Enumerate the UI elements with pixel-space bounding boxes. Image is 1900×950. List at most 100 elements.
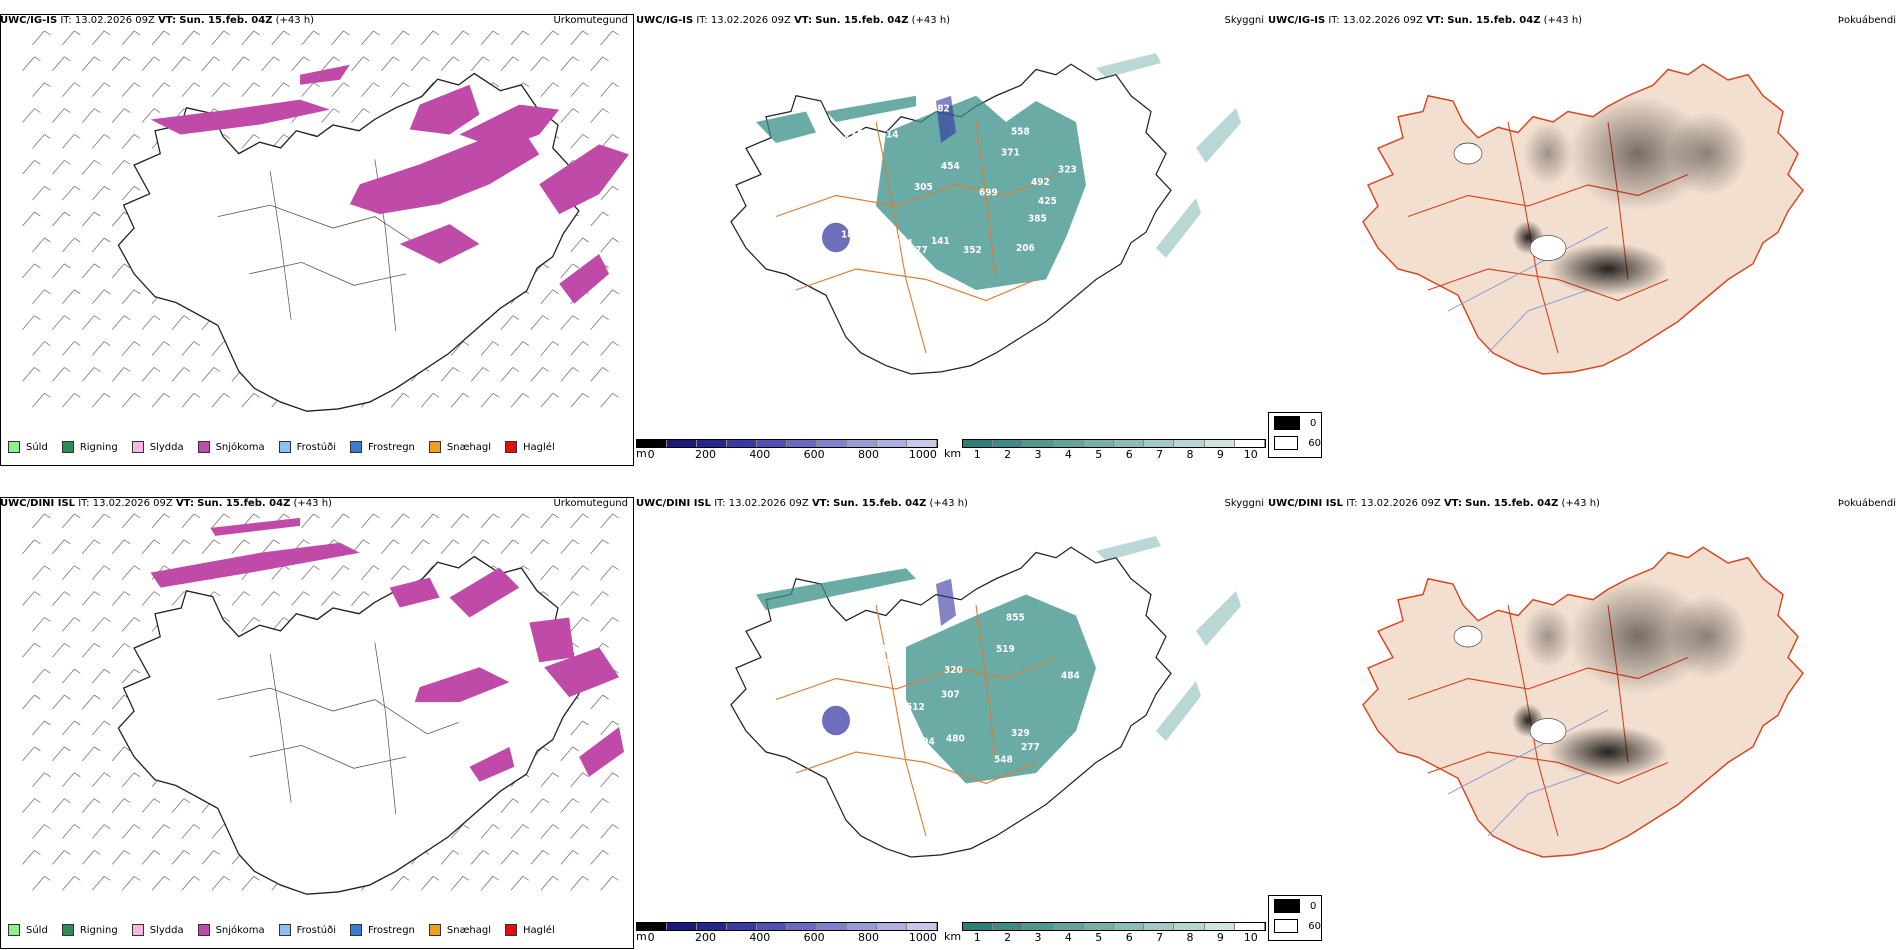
visibility-colorbar: 1 2 3 4 5 6 7 8 9 10 [962, 922, 1266, 945]
fog-legend-row: 0 [1269, 896, 1321, 916]
init-time: 13.02.2026 09Z [710, 15, 791, 26]
visibility-streaks [1096, 536, 1241, 741]
valid-time: Sun. 15.feb. 04Z [1447, 15, 1541, 26]
model-name: UWC/IG-IS [636, 15, 694, 26]
visibility-unit: km [944, 930, 962, 943]
legend-label: Haglél [523, 924, 555, 936]
colorbar-cell [847, 440, 877, 447]
legend-item: Frostregn [350, 441, 415, 453]
fog-legend-label: 0 [1310, 417, 1317, 429]
colorbar-cell [637, 923, 667, 930]
cloud-base-label: 484 [894, 238, 913, 249]
init-time: 13.02.2026 09Z [92, 498, 173, 509]
fog-index-panel: UWC/IG-IS IT: 13.02.2026 09Z VT: Sun. 15… [1268, 14, 1900, 466]
colorbar-cell [1083, 923, 1115, 930]
colorbar-cell [1144, 440, 1175, 447]
colorbar-cell [1053, 440, 1084, 447]
visibility-map-svg: 855 519 484 488 253 320 307 512 21 329 294 480 277 54… [730, 536, 1241, 858]
panel-title: Skyggni [1224, 15, 1264, 26]
colorbar-cell [1174, 440, 1205, 447]
visibility-map[interactable]: 855 519 484 488 253 320 307 512 21 329 294 480 277 54… [636, 511, 1268, 911]
colorbar-cell [727, 440, 757, 447]
cloud-base-label: 480 [946, 733, 965, 744]
precip-map-svg [22, 513, 625, 895]
lead-time: (+43 h) [293, 498, 332, 509]
colorbar-tick: 600 [803, 931, 825, 944]
colorbar-tick: 9 [1216, 931, 1224, 944]
colorbar-tick: 200 [694, 448, 716, 461]
legend-label: Súld [26, 924, 48, 936]
cloud-base-label: 454 [941, 161, 960, 172]
legend-swatch [428, 924, 441, 936]
legend-item: Haglél [505, 441, 555, 453]
panel-header: UWC/DINI ISL IT: 13.02.2026 09Z VT: Sun.… [1268, 497, 1600, 511]
valid-time: Sun. 15.feb. 04Z [197, 498, 291, 509]
legend-label: Súld [26, 441, 48, 453]
precip-map-svg [22, 30, 630, 412]
model-name: UWC/IG-IS [1268, 15, 1326, 26]
colorbar-cell [1083, 440, 1115, 447]
colorbar-cell [847, 923, 877, 930]
colorbar-tick: 800 [858, 448, 880, 461]
precip-type-map[interactable] [0, 497, 634, 949]
colorbar-cell [907, 440, 937, 447]
init-time: 13.02.2026 09Z [74, 15, 155, 26]
colorbar-cell [1204, 440, 1235, 447]
fog-swatch [1274, 436, 1299, 450]
cloud-base-label: 352 [963, 245, 982, 256]
low-visibility-areas [756, 568, 1096, 784]
panel-title: Úrkomutegund [553, 15, 628, 26]
it-label: IT: [1328, 15, 1340, 26]
colorbar-tick: 4 [1064, 931, 1072, 944]
colorbar-tick: 6 [1125, 931, 1133, 944]
precip-type-map[interactable] [0, 14, 634, 466]
fog-legend-label: 60 [1308, 920, 1321, 932]
precip-legend: Súld Rigning Slydda Snjókoma Frostúði Fr… [0, 917, 634, 943]
lead-time: (+43 h) [1561, 498, 1600, 509]
cloud-base-label: 190 [831, 135, 850, 146]
cloud-base-label: 512 [906, 702, 925, 713]
visibility-streaks [1096, 53, 1241, 258]
legend-label: Snjókoma [215, 924, 265, 936]
cloud-base-unit: m [636, 447, 647, 460]
cloud-base-label: 218 [856, 151, 875, 162]
colorbar-tick: 3 [1034, 931, 1042, 944]
colorbar-tick: 10 [1243, 931, 1258, 944]
legend-swatch [61, 441, 74, 453]
cloud-base-label: 371 [1001, 147, 1020, 158]
fog-legend-row: 0 [1269, 413, 1321, 433]
fog-legend-label: 0 [1310, 900, 1317, 912]
legend-item: Súld [8, 441, 48, 453]
colorbar-cell [697, 440, 727, 447]
colorbar-tick: 800 [858, 931, 880, 944]
fog-map[interactable] [1268, 511, 1900, 911]
legend-label: Rigning [79, 924, 118, 936]
valid-time: Sun. 15.feb. 04Z [1465, 498, 1559, 509]
colorbar-cell [697, 923, 727, 930]
fog-legend-label: 60 [1308, 437, 1321, 449]
model-name: UWC/IG-IS [0, 15, 58, 26]
panel-header: UWC/IG-IS IT: 13.02.2026 09Z VT: Sun. 15… [636, 14, 950, 28]
visibility-map[interactable]: 190 16 218 282 14 454 558 371 305 699 492 323 425 385… [636, 28, 1268, 428]
fog-map[interactable] [1268, 28, 1900, 428]
cloud-base-label: 488 [881, 644, 900, 655]
legend-swatch [278, 441, 291, 453]
legend-swatch [8, 924, 20, 936]
panel-header: UWC/DINI ISL IT: 13.02.2026 09Z VT: Sun.… [636, 497, 968, 511]
snow-areas [150, 64, 630, 304]
cloud-base-label: 277 [1021, 742, 1040, 753]
panel-title: Þokuábendi [1837, 498, 1896, 509]
legend-item: Snjókoma [197, 441, 265, 453]
legend-item: Frostúði [278, 924, 336, 936]
init-time: 13.02.2026 09Z [1342, 15, 1423, 26]
fog-legend-row: 60 [1269, 433, 1321, 453]
vt-label: VT: [794, 15, 813, 26]
colorbar-tick: 200 [694, 931, 716, 944]
colorbar-tick: 1 [973, 931, 981, 944]
fog-map-svg [1362, 546, 1804, 858]
model-name: UWC/DINI ISL [636, 498, 712, 509]
cloud-base-label: 282 [931, 103, 950, 114]
legend-item: Snjókoma [197, 924, 265, 936]
vt-label: VT: [175, 498, 194, 509]
colorbar-cell [637, 440, 667, 447]
